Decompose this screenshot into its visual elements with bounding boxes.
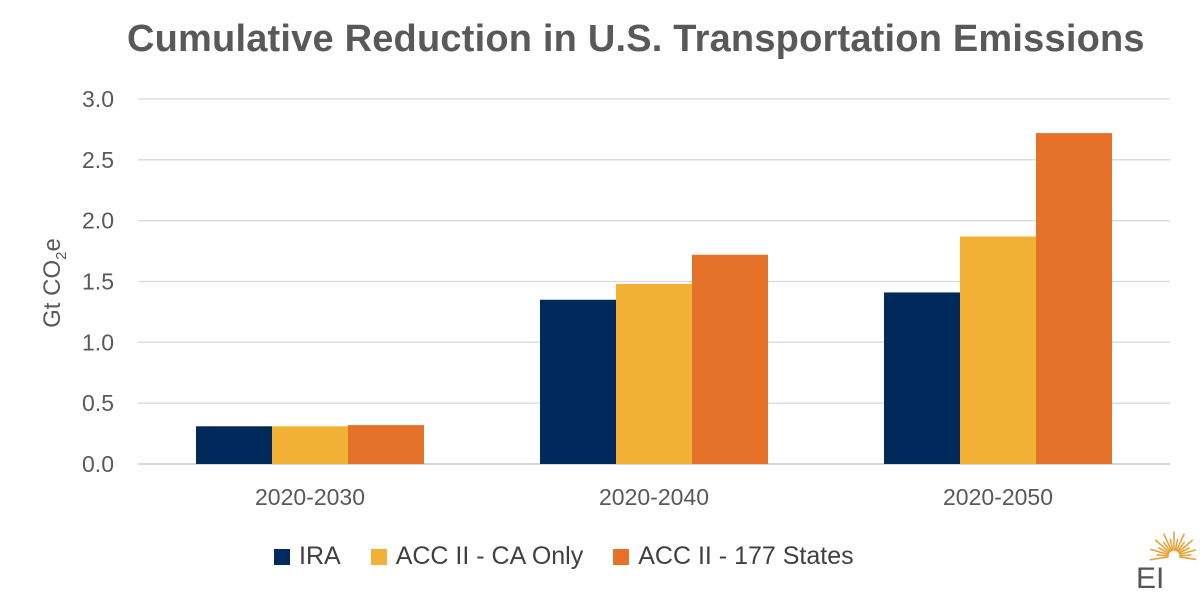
- sunburst-ray: [1169, 538, 1174, 551]
- chart-title: Cumulative Reduction in U.S. Transportat…: [127, 18, 1145, 60]
- sunburst-ray: [1163, 533, 1173, 552]
- y-tick-label: 2.5: [82, 147, 114, 173]
- legend-label: ACC II - 177 States: [638, 542, 854, 570]
- bar-2020-2030-series-0: [196, 426, 272, 464]
- y-tick-label: 1.5: [82, 269, 114, 295]
- sunburst-ray: [1178, 548, 1196, 556]
- sunburst-ray: [1162, 541, 1172, 553]
- sunburst-ray: [1176, 541, 1186, 553]
- x-tick-label: 2020-2040: [599, 484, 709, 510]
- y-tick-label: 3.0: [82, 86, 114, 112]
- legend-swatch: [613, 548, 630, 565]
- y-axis-label: Gt CO2e: [39, 238, 70, 328]
- y-tick-label: 2.0: [82, 208, 114, 234]
- sunburst-ray: [1150, 548, 1170, 556]
- y-tick-label: 0.0: [82, 451, 114, 477]
- legend-swatch: [370, 548, 387, 565]
- x-axis-ticks: 2020-2030 2020-2040 2020-2050: [255, 484, 1053, 510]
- bar-2020-2050-series-2: [1036, 133, 1112, 465]
- x-tick-label: 2020-2050: [943, 484, 1053, 510]
- sunburst-ray: [1179, 554, 1192, 557]
- y-tick-label: 1.0: [82, 329, 114, 355]
- legend: IRA ACC II - CA Only ACC II - 177 States: [274, 542, 884, 571]
- legend-item-ira: IRA: [274, 542, 341, 571]
- legend-item-ca-only: ACC II - CA Only: [370, 542, 584, 571]
- bars: [196, 133, 1112, 465]
- sunburst-ray: [1178, 547, 1190, 554]
- sunburst-ray: [1156, 554, 1169, 557]
- bar-2020-2040-series-1: [616, 283, 692, 464]
- bar-2020-2040-series-2: [692, 254, 768, 464]
- logo-text: EI: [1136, 562, 1164, 594]
- bar-2020-2030-series-1: [272, 426, 348, 464]
- bar-2020-2040-series-0: [540, 299, 616, 464]
- legend-label: ACC II - CA Only: [395, 542, 584, 570]
- y-tick-label: 0.5: [82, 390, 114, 416]
- ei-logo: EI: [1136, 531, 1196, 594]
- x-tick-label: 2020-2030: [255, 484, 365, 510]
- sunburst-ray: [1177, 539, 1194, 553]
- sunburst-ray: [1149, 556, 1169, 561]
- bar-2020-2050-series-0: [884, 292, 960, 464]
- legend-swatch: [274, 548, 290, 565]
- bar-2020-2050-series-1: [960, 236, 1036, 464]
- sunburst-ray: [1158, 547, 1170, 554]
- sunburst-ray: [1175, 533, 1185, 552]
- sunburst-ray: [1179, 556, 1196, 561]
- sunburst-icon: [1149, 531, 1196, 561]
- sunburst-ray: [1154, 539, 1171, 553]
- sunburst-ray: [1174, 538, 1179, 551]
- legend-item-177-states: ACC II - 177 States: [613, 542, 854, 571]
- bar-2020-2030-series-2: [348, 425, 424, 464]
- y-axis-ticks: 0.0 0.5 1.0 1.5 2.0 2.5 3.0: [82, 86, 114, 477]
- legend-label: IRA: [299, 542, 341, 570]
